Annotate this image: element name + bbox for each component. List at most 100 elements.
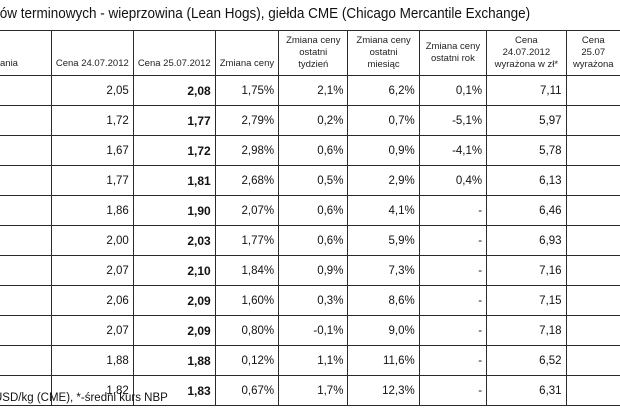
- table-cell: 2,09: [132, 285, 216, 316]
- column-header-line: Cena 24.07.2012: [502, 35, 551, 58]
- table-cell: 7,3%: [347, 255, 420, 286]
- footnote-text: USD/kg (CME), *-średni kurs NBP: [0, 392, 168, 404]
- column-header-line: wyrażona: [572, 59, 614, 70]
- table-row: 2,07 2,10 1,84% 0,9% 7,3% -7,16: [0, 255, 620, 286]
- column-header-line: Cena 24.07.2012: [55, 58, 129, 69]
- table-cell: 0,4%: [418, 165, 488, 196]
- sheet-title-text: któw terminowych - wieprzowina (Lean Hog…: [0, 5, 531, 22]
- table-cell: 7,18: [486, 315, 567, 346]
- table-cell: 2,03: [132, 225, 216, 256]
- column-header-6: Zmiana ceny ostatni rok: [418, 30, 488, 76]
- table-cell: 2,09: [132, 315, 216, 346]
- table-cell: 1,88: [132, 345, 216, 376]
- table-cell: 0,9%: [278, 255, 349, 286]
- table-cell: 4,1%: [347, 195, 420, 226]
- table-cell: [0, 345, 52, 376]
- column-header-3: Zmiana ceny: [214, 30, 280, 76]
- column-header-line: wyrażona w zł*: [494, 59, 559, 70]
- column-header-line: Cena 25.07: [581, 35, 606, 58]
- table-cell: 1,77%: [214, 225, 280, 256]
- column-header-4: Zmiana ceny ostatni tydzień: [278, 30, 349, 76]
- column-header-2: Cena 25.07.2012: [132, 30, 216, 76]
- table-cell: 1,88: [50, 345, 134, 376]
- table-cell: [0, 315, 52, 346]
- table-row: 1,72 1,77 2,79% 0,2% 0,7% -5,1% 5,97: [0, 105, 620, 136]
- table-cell: -: [418, 375, 488, 406]
- table-cell: [0, 195, 52, 226]
- table-cell: [0, 225, 52, 256]
- table-cell: 0,6%: [278, 195, 349, 226]
- column-header-line: ostatni tydzień: [298, 47, 329, 70]
- table-cell: 2,07: [50, 255, 134, 286]
- table-cell: 12,3%: [347, 375, 420, 406]
- table-cell: 2,68%: [214, 165, 280, 196]
- table-cell: [565, 255, 620, 286]
- table-cell: 0,9%: [347, 135, 420, 166]
- table-cell: -: [418, 315, 488, 346]
- table-cell: 6,52: [486, 345, 567, 376]
- table-cell: 0,6%: [278, 135, 349, 166]
- column-header-line: ostatni rok: [431, 53, 475, 64]
- table-cell: 1,77: [132, 105, 216, 136]
- table-row: 1,82 1,83 0,67% 1,7% 12,3% -6,31: [0, 375, 620, 406]
- table-body: 2,05 2,08 1,75% 2,1% 6,2% 0,1% 7,11 1,72 1,77 2,7…: [0, 75, 620, 406]
- table-cell: [565, 105, 620, 136]
- column-header-line: Zmiana ceny: [356, 35, 411, 46]
- table-cell: 1,90: [132, 195, 216, 226]
- column-header-line: ania: [0, 58, 18, 69]
- table-cell: [0, 255, 52, 286]
- table-cell: 1,86: [50, 195, 134, 226]
- table-cell: 0,7%: [347, 105, 420, 136]
- table-cell: 1,83: [132, 375, 216, 406]
- table-cell: [565, 285, 620, 316]
- table-cell: 5,97: [486, 105, 567, 136]
- table-cell: 1,84%: [214, 255, 280, 286]
- table-cell: 1,67: [50, 135, 134, 166]
- table-cell: 0,12%: [214, 345, 280, 376]
- table-cell: [565, 375, 620, 406]
- column-header-8: Cena 25.07 wyrażona: [565, 30, 620, 76]
- table-cell: 1,1%: [278, 345, 349, 376]
- table-row: 1,86 1,90 2,07% 0,6% 4,1% -6,46: [0, 195, 620, 226]
- header-row: ania Cena 24.07.2012 Cena 25.07.2012 Zmiana…: [0, 30, 620, 76]
- table-cell: 7,11: [486, 75, 567, 106]
- column-header-5: Zmiana ceny ostatni miesiąc: [347, 30, 420, 76]
- table-cell: 6,93: [486, 225, 567, 256]
- table-cell: [565, 135, 620, 166]
- table-cell: -: [418, 195, 488, 226]
- table-cell: 2,05: [50, 75, 134, 106]
- column-header-line: Zmiana ceny: [425, 41, 481, 52]
- column-header-line: Zmiana ceny: [286, 35, 341, 46]
- table-cell: 8,6%: [347, 285, 420, 316]
- table-cell: 1,72: [132, 135, 216, 166]
- table-cell: [0, 285, 52, 316]
- table-cell: -: [418, 255, 488, 286]
- table-cell: 11,6%: [347, 345, 420, 376]
- table-cell: 1,82: [50, 375, 134, 406]
- table-cell: -0,1%: [278, 315, 349, 346]
- table-cell: 2,06: [50, 285, 134, 316]
- column-header-line: Cena 25.07.2012: [137, 58, 211, 69]
- table-cell: 1,77: [50, 165, 134, 196]
- table-cell: 6,46: [486, 195, 567, 226]
- table-cell: 0,2%: [278, 105, 349, 136]
- table-cell: 0,1%: [418, 75, 488, 106]
- column-header-0: ania: [0, 30, 52, 76]
- column-header-1: Cena 24.07.2012: [50, 30, 134, 76]
- table-cell: 0,80%: [214, 315, 280, 346]
- table-cell: 2,08: [132, 75, 216, 106]
- table-cell: -: [418, 285, 488, 316]
- column-header-line: Zmiana ceny: [219, 58, 275, 69]
- table-cell: -: [418, 225, 488, 256]
- table-cell: 2,9%: [347, 165, 420, 196]
- table-cell: -5,1%: [418, 105, 488, 136]
- table-cell: 5,78: [486, 135, 567, 166]
- table-cell: [0, 75, 52, 106]
- table-cell: 0,6%: [278, 225, 349, 256]
- table-cell: 2,07: [50, 315, 134, 346]
- table-cell: 1,81: [132, 165, 216, 196]
- table-row: 1,88 1,88 0,12% 1,1% 11,6% -6,52: [0, 345, 620, 376]
- table-cell: [565, 345, 620, 376]
- table-row: 2,05 2,08 1,75% 2,1% 6,2% 0,1% 7,11: [0, 75, 620, 106]
- table-cell: 2,07%: [214, 195, 280, 226]
